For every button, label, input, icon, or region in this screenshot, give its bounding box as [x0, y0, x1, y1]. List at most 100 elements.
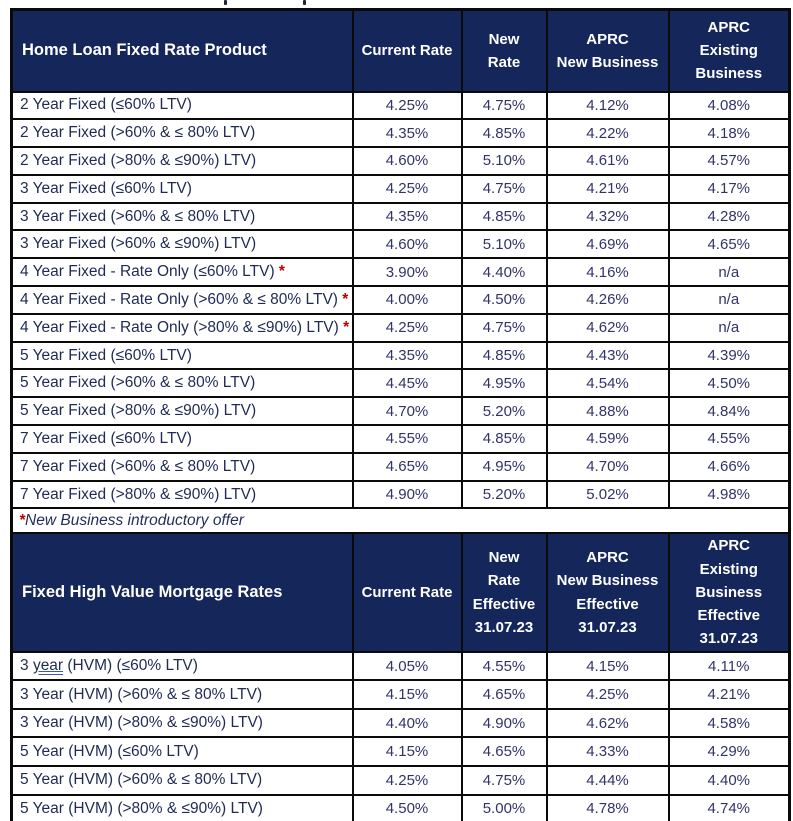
table2-col-new-rate-effective: New Rate Effective 31.07.23 [460, 532, 548, 653]
aprc-new-cell: 4.12% [545, 90, 670, 121]
table-row: 5 Year (HVM) (>80% & ≤90%) LTV) 4.50% 5.… [10, 793, 791, 821]
new-rate-cell: 4.95% [460, 451, 548, 482]
table1-col-aprc-new-business: APRC New Business [545, 8, 670, 93]
table-row: 3 Year Fixed (>60% & ≤90%) LTV) 4.60% 5.… [10, 229, 791, 260]
table1-header-row: Home Loan Fixed Rate Product Current Rat… [10, 8, 791, 93]
new-rate-cell: 4.75% [460, 312, 548, 343]
new-rate-cell: 4.85% [460, 201, 548, 232]
aprc-new-cell: 4.61% [545, 146, 670, 176]
new-rate-cell: 4.90% [460, 707, 548, 739]
product-label-cell: 7 Year Fixed (>80% & ≤90%) LTV) [10, 479, 354, 510]
product-label: 5 Year Fixed (>80% & ≤90%) LTV) [20, 402, 257, 420]
product-label-cell: 5 Year (HVM) (>80% & ≤90%) LTV) [10, 793, 354, 821]
product-label-cell: 5 Year (HVM) (>60% & ≤ 80% LTV) [10, 765, 354, 796]
new-rate-cell: 5.10% [460, 146, 548, 176]
product-label: 3 Year (HVM) (>60% & ≤ 80% LTV) [20, 685, 263, 703]
product-label: 2 Year Fixed (>60% & ≤ 80% LTV) [20, 124, 256, 142]
aprc-existing-cell: n/a [667, 312, 791, 343]
new-rate-cell: 4.40% [460, 257, 548, 288]
aprc-existing-cell: n/a [667, 257, 791, 288]
table-row: 2 Year Fixed (>80% & ≤90%) LTV) 4.60% 5.… [10, 146, 791, 176]
current-rate-cell: 4.60% [351, 146, 463, 176]
product-label-cell: 4 Year Fixed - Rate Only (>60% & ≤ 80% L… [10, 285, 354, 315]
product-label: 5 Year Fixed (>60% & ≤ 80% LTV) [20, 374, 256, 392]
aprc-existing-cell: 4.58% [667, 707, 791, 739]
new-rate-cell: 5.00% [460, 793, 548, 821]
table-row: 5 Year (HVM) (≤60% LTV) 4.15% 4.65% 4.33… [10, 736, 791, 768]
table2-col-current-rate: Current Rate [351, 532, 463, 653]
aprc-existing-cell: 4.66% [667, 451, 791, 482]
aprc-existing-cell: 4.74% [667, 793, 791, 821]
aprc-new-cell: 4.26% [545, 285, 670, 315]
product-label-cell: 2 Year Fixed (>60% & ≤ 80% LTV) [10, 118, 354, 149]
table2-col-aprc-existing-business-effective: APRC Existing Business Effective 31.07.2… [667, 532, 791, 653]
product-label-cell: 7 Year Fixed (≤60% LTV) [10, 424, 354, 454]
product-label-cell: 5 Year Fixed (>80% & ≤90%) LTV) [10, 396, 354, 427]
aprc-new-cell: 4.62% [545, 707, 670, 739]
current-rate-cell: 4.60% [351, 229, 463, 260]
table1-title: Home Loan Fixed Rate Product [10, 8, 354, 93]
product-label: 7 Year Fixed (>80% & ≤90%) LTV) [20, 485, 257, 503]
current-rate-cell: 4.25% [351, 90, 463, 121]
product-label: 5 Year Fixed (≤60% LTV) [20, 346, 192, 364]
table-row: 4 Year Fixed - Rate Only (≤60% LTV) * 3.… [10, 257, 791, 288]
table-row: 2 Year Fixed (≤60% LTV) 4.25% 4.75% 4.12… [10, 90, 791, 121]
aprc-new-cell: 4.15% [545, 650, 670, 682]
new-rate-cell: 4.75% [460, 765, 548, 796]
current-rate-cell: 4.35% [351, 201, 463, 232]
aprc-new-cell: 4.16% [545, 257, 670, 288]
table2-header-row: Fixed High Value Mortgage Rates Current … [10, 532, 791, 653]
new-business-asterisk: * [338, 318, 350, 336]
current-rate-cell: 4.15% [351, 679, 463, 710]
current-rate-cell: 4.35% [351, 340, 463, 371]
product-label-cell: 3 Year Fixed (>60% & ≤90%) LTV) [10, 229, 354, 260]
current-rate-cell: 3.90% [351, 257, 463, 288]
table-row: 5 Year (HVM) (>60% & ≤ 80% LTV) 4.25% 4.… [10, 765, 791, 796]
new-rate-cell: 4.55% [460, 650, 548, 682]
product-label: 3 Year Fixed (>60% & ≤90%) LTV) [20, 235, 257, 253]
aprc-existing-cell: 4.98% [667, 479, 791, 510]
table-row: 5 Year Fixed (>80% & ≤90%) LTV) 4.70% 5.… [10, 396, 791, 427]
table1-col-current-rate: Current Rate [351, 8, 463, 93]
current-rate-cell: 4.25% [351, 765, 463, 796]
product-label-cell: 3 Year Fixed (>60% & ≤ 80% LTV) [10, 201, 354, 232]
table-row: 2 Year Fixed (>60% & ≤ 80% LTV) 4.35% 4.… [10, 118, 791, 149]
aprc-new-cell: 4.54% [545, 368, 670, 399]
aprc-new-cell: 4.33% [545, 736, 670, 768]
new-rate-cell: 4.75% [460, 173, 548, 204]
cropped-text-remnant [303, 0, 306, 5]
new-rate-cell: 4.65% [460, 679, 548, 710]
new-rate-cell: 4.75% [460, 90, 548, 121]
product-label: 5 Year (HVM) (>80% & ≤90%) LTV) [20, 799, 263, 817]
aprc-existing-cell: 4.11% [667, 650, 791, 682]
product-label-underlined-word: year [32, 657, 64, 674]
new-rate-cell: 4.85% [460, 118, 548, 149]
current-rate-cell: 4.05% [351, 650, 463, 682]
aprc-existing-cell: 4.57% [667, 146, 791, 176]
aprc-existing-cell: 4.28% [667, 201, 791, 232]
table-row: 5 Year Fixed (>60% & ≤ 80% LTV) 4.45% 4.… [10, 368, 791, 399]
aprc-new-cell: 4.70% [545, 451, 670, 482]
table-row: 3 Year (HVM) (>80% & ≤90%) LTV) 4.40% 4.… [10, 707, 791, 739]
current-rate-cell: 4.50% [351, 793, 463, 821]
product-label-cell: 4 Year Fixed - Rate Only (≤60% LTV) * [10, 257, 354, 288]
aprc-new-cell: 4.88% [545, 396, 670, 427]
aprc-existing-cell: 4.39% [667, 340, 791, 371]
product-label: 4 Year Fixed - Rate Only (>60% & ≤ 80% L… [20, 290, 338, 308]
table1-col-aprc-existing-business: APRC Existing Business [667, 8, 791, 93]
table2-title: Fixed High Value Mortgage Rates [10, 532, 354, 653]
table-row: 3 year (HVM) (≤60% LTV) 4.05% 4.55% 4.15… [10, 650, 791, 682]
product-label-cell: 7 Year Fixed (>60% & ≤ 80% LTV) [10, 451, 354, 482]
new-rate-cell: 4.85% [460, 340, 548, 371]
new-business-asterisk: * [274, 263, 285, 281]
current-rate-cell: 4.90% [351, 479, 463, 510]
product-label: 5 Year (HVM) (>60% & ≤ 80% LTV) [20, 771, 263, 789]
aprc-existing-cell: 4.84% [667, 396, 791, 427]
new-rate-cell: 5.10% [460, 229, 548, 260]
product-label: 4 Year Fixed - Rate Only (≤60% LTV) [20, 263, 275, 281]
product-label: 7 Year Fixed (≤60% LTV) [20, 429, 192, 447]
current-rate-cell: 4.15% [351, 736, 463, 768]
table-row: 3 Year Fixed (>60% & ≤ 80% LTV) 4.35% 4.… [10, 201, 791, 232]
new-rate-cell: 4.65% [460, 736, 548, 768]
product-label-cell: 5 Year (HVM) (≤60% LTV) [10, 736, 354, 768]
